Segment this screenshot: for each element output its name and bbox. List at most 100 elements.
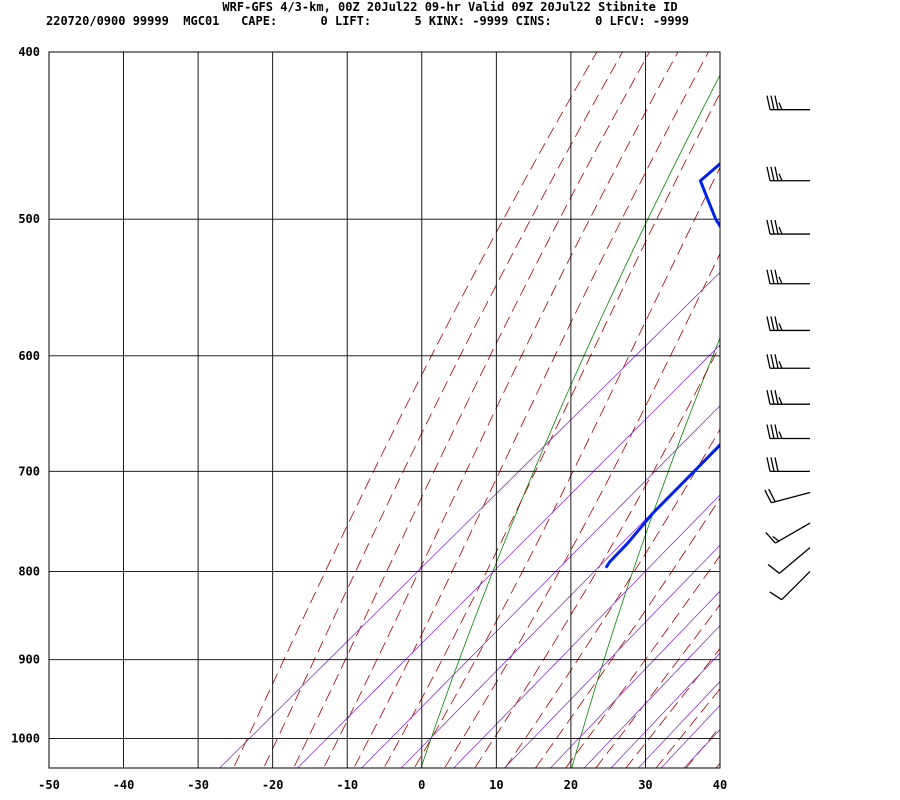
- moist-adiabat: [293, 52, 650, 768]
- barb-full-flag: [770, 316, 775, 331]
- barb-staff: [771, 491, 811, 504]
- moist-adiabat: [474, 344, 720, 768]
- barb-full-flag: [765, 531, 776, 544]
- mixing-ratio-line: [219, 271, 720, 768]
- x-tick-label: 40: [713, 778, 727, 792]
- wind-barb: [769, 570, 811, 601]
- mixing-ratio-line: [360, 405, 720, 768]
- wind-barb: [766, 219, 810, 235]
- dry-adiabat: [420, 74, 720, 768]
- background-guide-lines: [219, 14, 900, 783]
- barb-full-flag: [770, 354, 775, 369]
- wind-barb-column: [764, 95, 811, 601]
- barb-full-flag: [770, 219, 775, 235]
- x-tick-label: -40: [113, 778, 135, 792]
- barb-full-flag: [766, 316, 771, 331]
- barb-half-flag: [772, 535, 780, 542]
- barb-full-flag: [767, 564, 780, 574]
- sounding-profiles: [605, 110, 900, 569]
- x-tick-labels: -50 -40 -30 -20 -10 0 10 20 30 40: [38, 778, 727, 792]
- barb-staff: [778, 547, 811, 574]
- wind-barb: [766, 316, 810, 332]
- isotherm-isobar-grid: [49, 52, 720, 768]
- barb-full-flag: [766, 95, 771, 110]
- barb-half-flag: [778, 173, 783, 182]
- barb-staff: [775, 522, 811, 544]
- barb-full-flag: [774, 166, 779, 181]
- barb-full-flag: [774, 424, 779, 439]
- chart-subtitle: 220720/0900 99999 MGC01 CAPE: 0 LIFT: 5 …: [46, 14, 689, 28]
- x-tick-label: 30: [638, 778, 652, 792]
- barb-full-flag: [766, 457, 771, 472]
- barb-half-flag: [778, 276, 783, 285]
- wind-barb: [766, 354, 810, 369]
- barb-full-flag: [770, 424, 775, 439]
- barb-full-flag: [764, 489, 772, 504]
- barb-full-flag: [766, 390, 771, 405]
- mixing-ratio-line: [637, 680, 720, 768]
- moist-adiabat: [323, 52, 679, 768]
- barb-half-flag: [778, 226, 783, 235]
- mixing-ratio-line: [549, 590, 720, 768]
- moist-adiabat: [534, 497, 720, 768]
- dry-adiabat: [571, 336, 720, 768]
- x-tick-label: 10: [489, 778, 503, 792]
- pressure-tick-label: 1000: [11, 732, 40, 746]
- chart-title: WRF-GFS 4/3-km, 00Z 20Jul22 09-hr Valid …: [222, 0, 677, 14]
- mixing-ratio-line: [660, 704, 720, 768]
- barb-full-flag: [774, 354, 779, 369]
- wind-barb: [766, 166, 810, 182]
- temperature-profile: [727, 110, 900, 567]
- barb-full-flag: [766, 269, 771, 284]
- x-tick-label: -50: [38, 778, 60, 792]
- barb-full-flag: [774, 390, 779, 405]
- wind-barb: [766, 424, 810, 440]
- moist-adiabat: [565, 554, 720, 768]
- barb-full-flag: [770, 95, 775, 110]
- barb-full-flag: [769, 591, 783, 601]
- barb-full-flag: [770, 166, 775, 181]
- x-tick-label: -30: [187, 778, 209, 792]
- barb-full-flag: [774, 457, 779, 472]
- moist-adiabat: [625, 647, 720, 768]
- barb-full-flag: [774, 269, 779, 284]
- barb-full-flag: [774, 316, 779, 331]
- pressure-tick-label: 500: [18, 212, 40, 226]
- x-tick-label: 20: [564, 778, 578, 792]
- moist-adiabat: [595, 604, 720, 768]
- x-tick-label: -10: [336, 778, 358, 792]
- moist-adiabat: [233, 52, 598, 768]
- barb-full-flag: [766, 424, 771, 439]
- barb-full-flag: [774, 219, 779, 235]
- moist-adiabat: [715, 762, 720, 768]
- dry-adiabat: [719, 14, 900, 783]
- mixing-ratio-line: [453, 494, 720, 768]
- mixing-ratio-line: [400, 443, 720, 768]
- pressure-tick-label: 400: [18, 45, 40, 59]
- barb-full-flag: [770, 269, 775, 284]
- wind-barb: [766, 269, 810, 285]
- plot-frame: [48, 51, 721, 769]
- pressure-tick-label: 700: [18, 464, 40, 478]
- barb-full-flag: [770, 390, 775, 405]
- wind-barb: [767, 547, 811, 574]
- moist-adiabat: [263, 52, 624, 768]
- moist-adiabat: [353, 52, 709, 768]
- dewpoint-profile: [605, 161, 720, 569]
- barb-full-flag: [766, 219, 771, 235]
- barb-full-flag: [770, 457, 775, 472]
- mixing-ratio-line: [583, 625, 720, 768]
- pressure-tick-labels: 400 500 600 700 800 900 1000: [11, 45, 40, 746]
- moist-adiabat: [655, 688, 720, 768]
- mixing-ratio-line: [296, 344, 720, 768]
- barb-staff: [781, 570, 811, 601]
- moist-adiabat: [413, 166, 720, 768]
- wind-barb: [764, 488, 811, 504]
- pressure-tick-label: 600: [18, 349, 40, 363]
- barb-half-flag: [778, 360, 783, 369]
- barb-full-flag: [774, 95, 779, 110]
- mixing-ratio-line: [503, 544, 720, 768]
- barb-full-flag: [766, 354, 771, 369]
- moist-adiabat: [444, 252, 720, 768]
